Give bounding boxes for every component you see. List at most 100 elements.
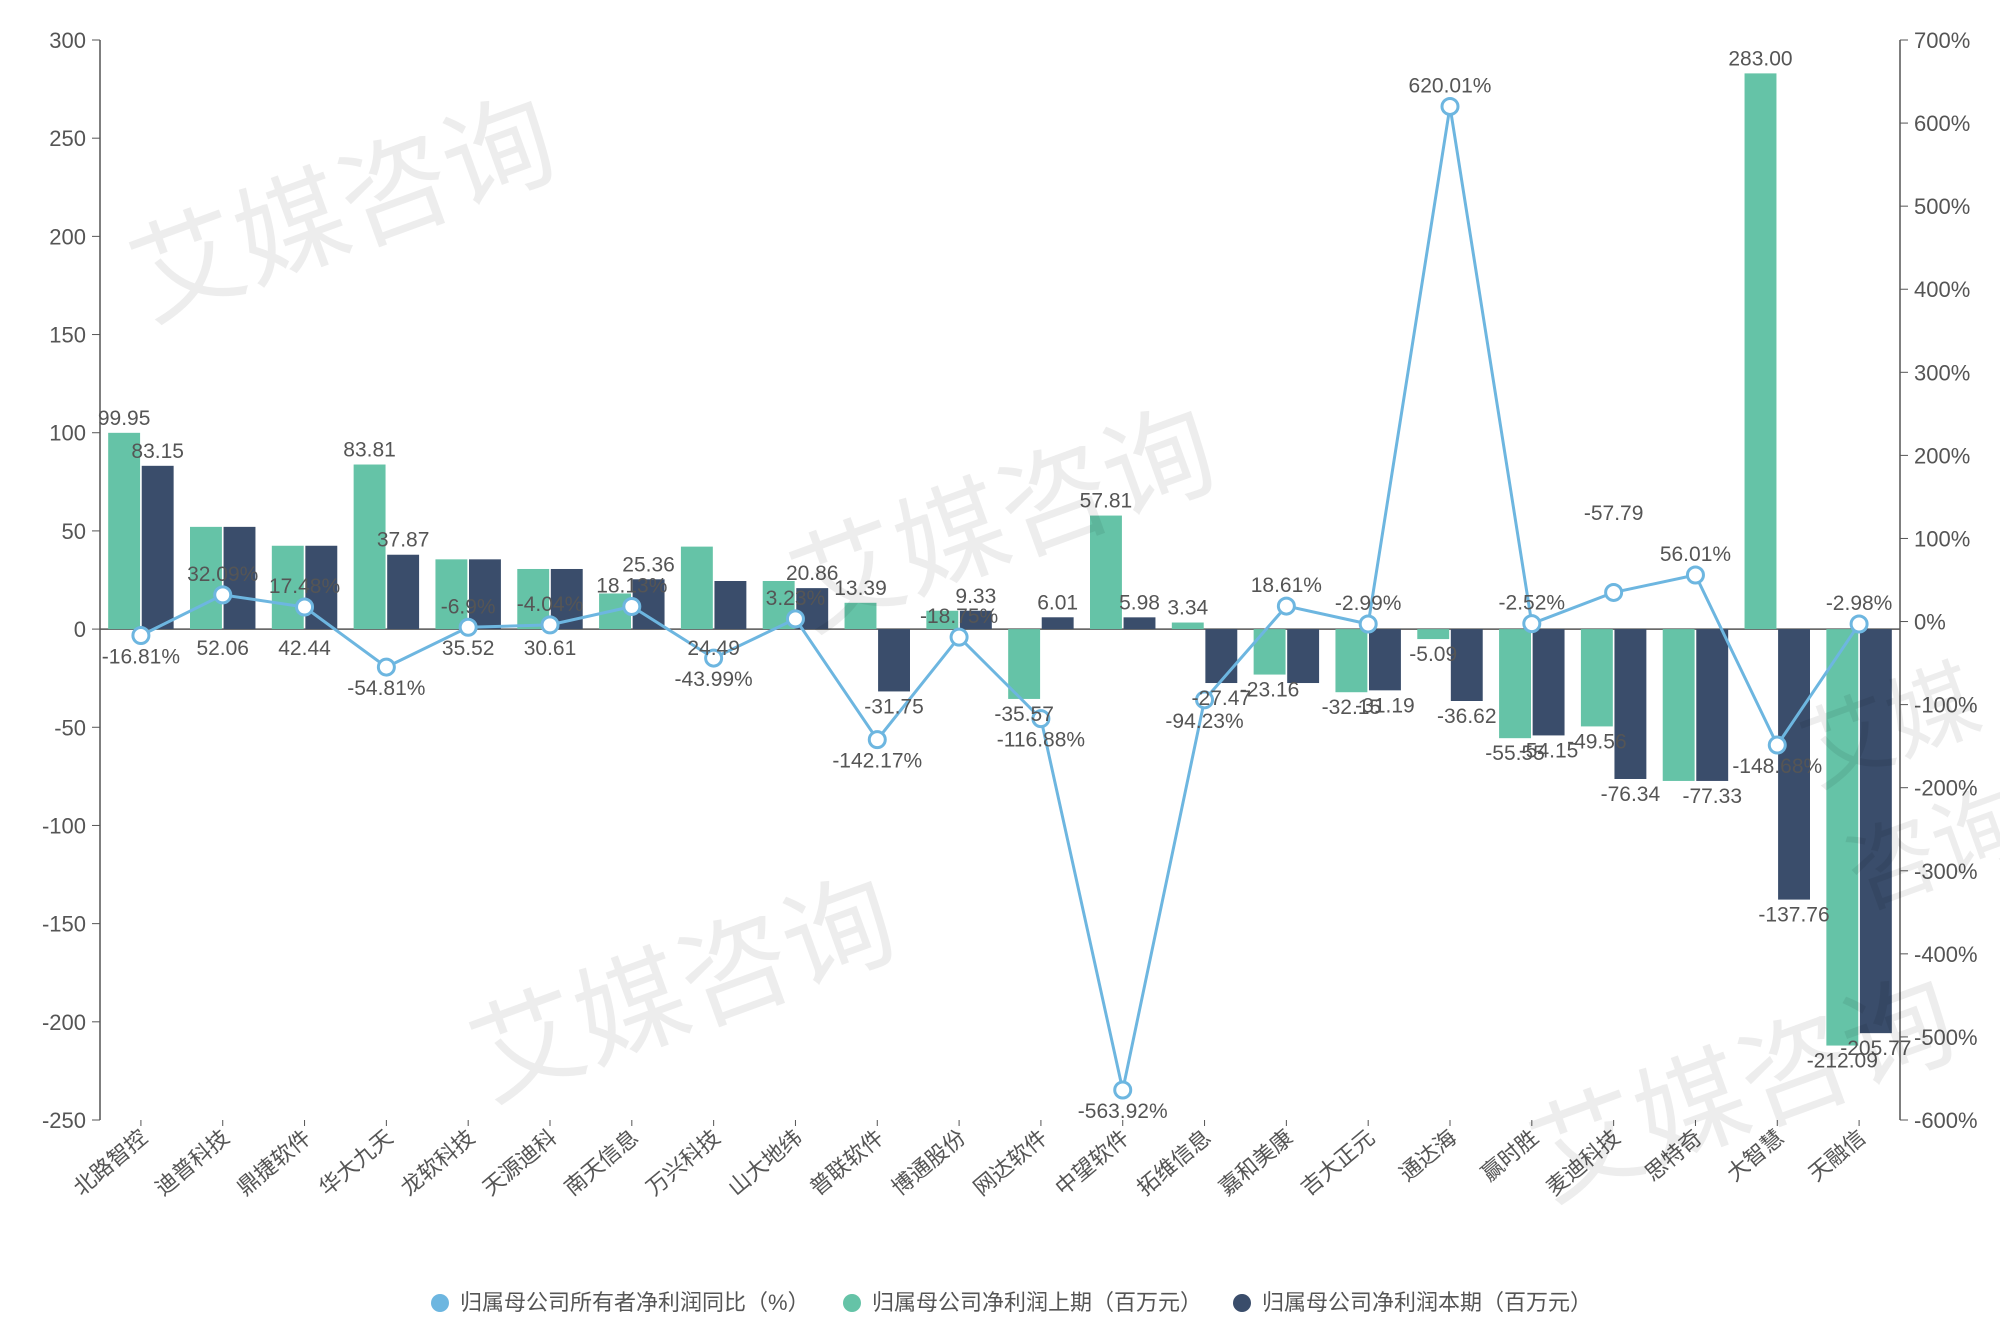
- value-label: 83.15: [131, 440, 184, 463]
- line-marker: [1769, 737, 1785, 753]
- line-marker: [1442, 98, 1458, 114]
- bar-curr: [1042, 617, 1074, 629]
- value-label: 18.61%: [1251, 574, 1322, 597]
- svg-text:400%: 400%: [1914, 277, 1970, 302]
- value-label: 620.01%: [1409, 74, 1492, 97]
- svg-text:200%: 200%: [1914, 443, 1970, 468]
- value-label: 20.86: [786, 562, 839, 585]
- value-label: 42.44: [278, 637, 331, 660]
- value-label: -142.17%: [832, 750, 922, 773]
- bar-prev: [1090, 516, 1122, 630]
- svg-text:100: 100: [49, 421, 86, 446]
- bar-curr: [469, 559, 501, 629]
- bar-prev: [1745, 73, 1777, 629]
- value-label: 17.48%: [269, 575, 340, 598]
- bar-curr: [387, 555, 419, 629]
- bar-prev: [1008, 629, 1040, 699]
- svg-text:-200: -200: [42, 1010, 86, 1035]
- value-label: -6.9%: [441, 595, 496, 618]
- svg-text:-100%: -100%: [1914, 693, 1978, 718]
- legend: 归属母公司所有者净利润同比（%） 归属母公司净利润上期（百万元） 归属母公司净利润本…: [431, 1290, 1592, 1315]
- bar-curr: [1860, 629, 1892, 1033]
- value-label: -57.79: [1584, 502, 1644, 525]
- value-label: 9.33: [955, 585, 996, 608]
- svg-text:-200%: -200%: [1914, 776, 1978, 801]
- value-label: 6.01: [1037, 591, 1078, 614]
- value-label: 3.23%: [766, 587, 826, 610]
- value-label: 32.09%: [187, 563, 258, 586]
- combo-chart-svg: -250-200-150-100-50050100150200250300-60…: [0, 0, 2000, 1333]
- line-marker: [378, 659, 394, 675]
- value-label: 283.00: [1728, 47, 1792, 70]
- value-label: 37.87: [377, 529, 430, 552]
- value-label: -31.19: [1355, 694, 1415, 717]
- bar-prev: [845, 603, 877, 629]
- value-label: -94.23%: [1165, 710, 1243, 733]
- line-marker: [297, 599, 313, 615]
- value-label: -137.76: [1758, 904, 1829, 927]
- line-marker: [624, 598, 640, 614]
- bar-prev: [1663, 629, 1695, 781]
- value-label: 83.81: [343, 439, 396, 462]
- value-label: 13.39: [834, 577, 887, 600]
- bar-curr: [878, 629, 910, 691]
- value-label: -43.99%: [675, 668, 753, 691]
- value-label: -23.16: [1240, 679, 1300, 702]
- value-label: 3.34: [1167, 597, 1208, 620]
- value-label: -35.57: [994, 703, 1054, 726]
- svg-text:-150: -150: [42, 912, 86, 937]
- legend-label: 归属母公司所有者净利润同比（%）: [460, 1290, 810, 1315]
- bar-prev: [1581, 629, 1613, 726]
- bar-curr: [1614, 629, 1646, 779]
- value-label: 30.61: [524, 637, 577, 660]
- svg-text:-100: -100: [42, 813, 86, 838]
- legend-label: 归属母公司净利润上期（百万元）: [872, 1290, 1202, 1315]
- value-label: 18.13%: [596, 574, 667, 597]
- value-label: 25.36: [622, 553, 675, 576]
- svg-text:-400%: -400%: [1914, 942, 1978, 967]
- value-label: -4.04%: [517, 593, 584, 616]
- svg-text:-300%: -300%: [1914, 859, 1978, 884]
- svg-text:250: 250: [49, 126, 86, 151]
- svg-text:600%: 600%: [1914, 111, 1970, 136]
- bar-prev: [1335, 629, 1367, 692]
- value-label: 57.81: [1080, 490, 1133, 513]
- bar-prev: [1172, 623, 1204, 630]
- value-label: -2.99%: [1335, 592, 1402, 615]
- value-label: -2.98%: [1826, 592, 1893, 615]
- svg-text:0: 0: [74, 617, 86, 642]
- svg-text:-600%: -600%: [1914, 1108, 1978, 1133]
- line-marker: [869, 732, 885, 748]
- line-marker: [1851, 616, 1867, 632]
- line-marker: [1115, 1082, 1131, 1098]
- legend-label: 归属母公司净利润本期（百万元）: [1262, 1290, 1592, 1315]
- bar-curr: [1287, 629, 1319, 683]
- svg-text:100%: 100%: [1914, 526, 1970, 551]
- value-label: -205.77: [1840, 1037, 1911, 1060]
- svg-text:-50: -50: [54, 715, 86, 740]
- value-label: -116.88%: [997, 729, 1085, 752]
- bar-prev: [1499, 629, 1531, 738]
- line-marker: [460, 619, 476, 635]
- line-marker: [1360, 616, 1376, 632]
- svg-text:500%: 500%: [1914, 194, 1970, 219]
- value-label: -77.33: [1682, 785, 1742, 808]
- svg-text:150: 150: [49, 323, 86, 348]
- bar-prev: [435, 559, 467, 629]
- bar-curr: [1696, 629, 1728, 781]
- bar-curr: [1533, 629, 1565, 735]
- line-marker: [1524, 616, 1540, 632]
- svg-text:200: 200: [49, 224, 86, 249]
- svg-text:300: 300: [49, 28, 86, 53]
- line-marker: [542, 617, 558, 633]
- value-label: -16.81%: [102, 646, 180, 669]
- svg-text:700%: 700%: [1914, 28, 1970, 53]
- value-label: 5.98: [1119, 591, 1160, 614]
- line-marker: [215, 587, 231, 603]
- bar-prev: [681, 547, 713, 629]
- line-marker: [787, 611, 803, 627]
- bar-curr: [1205, 629, 1237, 683]
- value-label: -36.62: [1437, 705, 1497, 728]
- value-label: 35.52: [442, 637, 495, 660]
- line-marker: [133, 628, 149, 644]
